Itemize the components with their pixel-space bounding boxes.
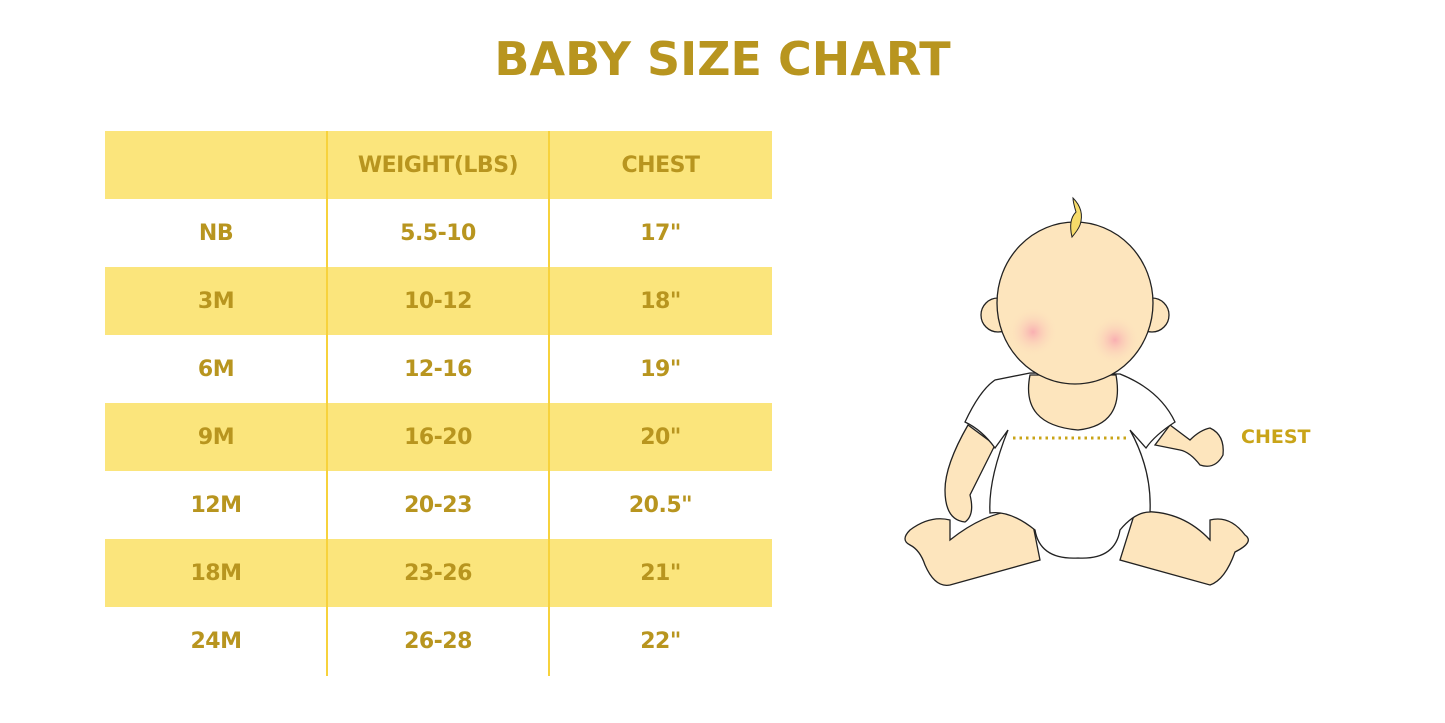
weight-cell: 16-20 xyxy=(404,424,472,450)
table-header-row: WEIGHT(LBS) CHEST xyxy=(105,131,772,199)
header-weight: WEIGHT(LBS) xyxy=(357,152,519,178)
chest-cell: 22" xyxy=(640,628,681,654)
size-cell: 9M xyxy=(197,424,235,450)
page-title: BABY SIZE CHART xyxy=(494,32,951,86)
right-foot xyxy=(1119,510,1249,586)
weight-cell: 5.5-10 xyxy=(400,220,476,246)
chest-cell: 20.5" xyxy=(628,492,693,518)
chest-cell: 17" xyxy=(640,220,681,246)
table-row: 24M 26-28 22" xyxy=(105,607,772,675)
header-size xyxy=(105,131,327,199)
chest-label: CHEST xyxy=(1241,426,1311,448)
weight-cell: 20-23 xyxy=(404,492,472,518)
baby-illustration xyxy=(904,196,1249,586)
size-table: WEIGHT(LBS) CHEST NB 5.5-10 17" 3M 10-12… xyxy=(105,131,772,675)
weight-cell: 26-28 xyxy=(404,628,472,654)
hair-tuft xyxy=(1070,196,1082,239)
chest-cell: 21" xyxy=(640,560,681,586)
left-foot xyxy=(904,509,1041,586)
size-cell: 3M xyxy=(197,288,235,314)
size-cell: 12M xyxy=(190,492,242,518)
table-row: 6M 12-16 19" xyxy=(105,335,772,403)
size-cell: 24M xyxy=(190,628,242,654)
table-row: NB 5.5-10 17" xyxy=(105,199,772,267)
weight-cell: 23-26 xyxy=(404,560,472,586)
table-row: 12M 20-23 20.5" xyxy=(105,471,772,539)
chest-cell: 18" xyxy=(640,288,681,314)
header-chest: CHEST xyxy=(621,152,700,178)
size-cell: 6M xyxy=(197,356,235,382)
table-row: 9M 16-20 20" xyxy=(105,403,772,471)
column-divider xyxy=(548,131,550,676)
column-divider xyxy=(326,131,328,676)
weight-cell: 12-16 xyxy=(404,356,472,382)
chest-cell: 20" xyxy=(640,424,681,450)
size-cell: NB xyxy=(198,220,234,246)
table-row: 18M 23-26 21" xyxy=(105,539,772,607)
weight-cell: 10-12 xyxy=(404,288,472,314)
chest-cell: 19" xyxy=(640,356,681,382)
table-row: 3M 10-12 18" xyxy=(105,267,772,335)
size-cell: 18M xyxy=(190,560,242,586)
